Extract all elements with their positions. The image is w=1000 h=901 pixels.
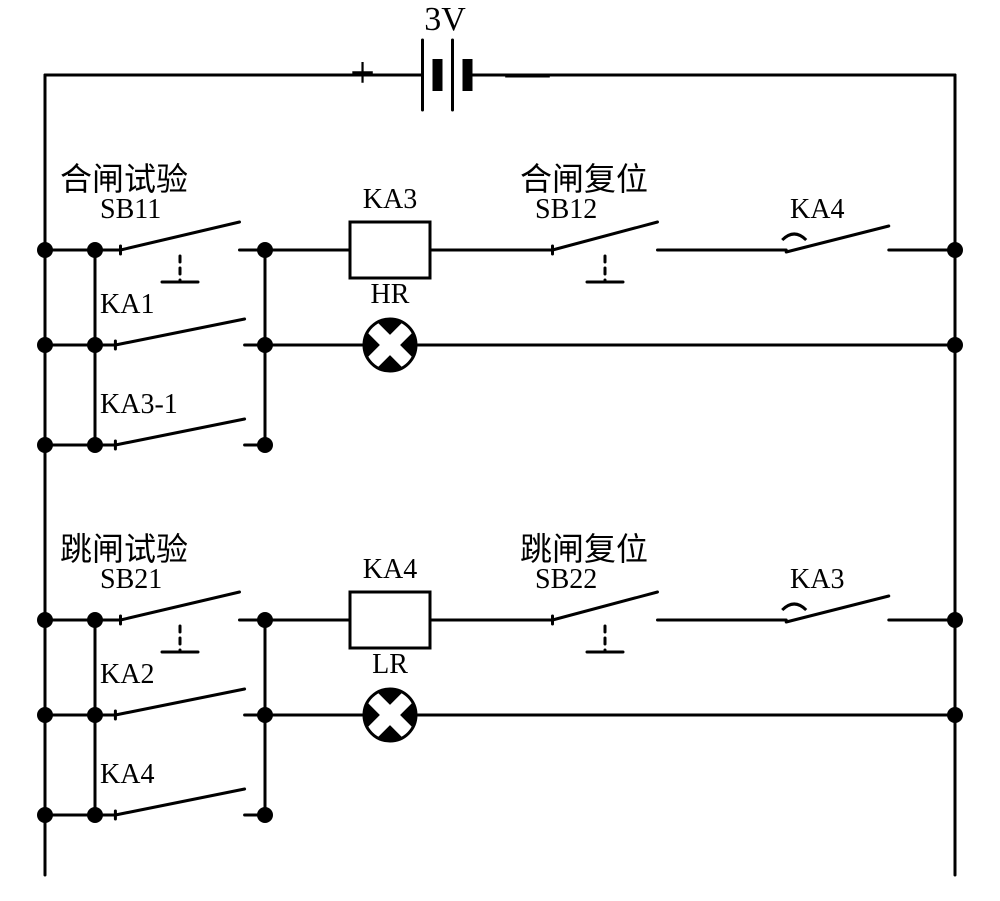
label: KA4 bbox=[100, 759, 154, 790]
sb21-pushbutton bbox=[95, 592, 265, 652]
node bbox=[37, 337, 53, 353]
node bbox=[947, 707, 963, 723]
label: SB21 bbox=[100, 564, 162, 595]
sb11-pushbutton bbox=[95, 222, 265, 282]
ka3-nc-contact bbox=[770, 596, 905, 622]
node bbox=[947, 337, 963, 353]
heading-test: 合闸试验 bbox=[60, 161, 188, 197]
battery-minus: — bbox=[505, 48, 551, 97]
node bbox=[37, 612, 53, 628]
node bbox=[37, 242, 53, 258]
heading-reset: 合闸复位 bbox=[520, 161, 648, 197]
circuit-diagram: 3V + — 合闸试验 合闸复位 SB11 KA1 KA3-1 KA3 SB12 KA4 HR 跳闸试验… bbox=[0, 0, 1000, 901]
node bbox=[37, 437, 53, 453]
ka2-contact bbox=[95, 689, 265, 719]
label: HR bbox=[371, 279, 410, 310]
battery-plate bbox=[463, 59, 473, 91]
heading-test: 跳闸试验 bbox=[60, 531, 188, 567]
sb22-pushbutton bbox=[530, 592, 680, 652]
label: KA1 bbox=[100, 289, 154, 320]
label: KA3 bbox=[363, 184, 417, 215]
label: KA4 bbox=[363, 554, 417, 585]
node bbox=[947, 242, 963, 258]
ka4-coil bbox=[350, 592, 430, 648]
ka3-1-contact bbox=[95, 419, 265, 449]
label: KA2 bbox=[100, 659, 154, 690]
node bbox=[947, 612, 963, 628]
label: KA4 bbox=[790, 194, 844, 225]
label: KA3 bbox=[790, 564, 844, 595]
label: LR bbox=[372, 649, 408, 680]
ka3-coil bbox=[350, 222, 430, 278]
node bbox=[37, 707, 53, 723]
sb12-pushbutton bbox=[530, 222, 680, 282]
ka4-nc-contact bbox=[770, 226, 905, 252]
label: SB22 bbox=[535, 564, 597, 595]
battery-plus: + bbox=[350, 48, 375, 97]
lr-lamp bbox=[364, 689, 416, 741]
hr-lamp bbox=[364, 319, 416, 371]
label: SB12 bbox=[535, 194, 597, 225]
node bbox=[37, 807, 53, 823]
battery-voltage: 3V bbox=[424, 1, 466, 38]
ka4-contact bbox=[95, 789, 265, 819]
label: KA3-1 bbox=[100, 389, 178, 420]
battery-plate bbox=[433, 59, 443, 91]
label: SB11 bbox=[100, 194, 161, 225]
heading-reset: 跳闸复位 bbox=[520, 531, 648, 567]
ka1-contact bbox=[95, 319, 265, 349]
